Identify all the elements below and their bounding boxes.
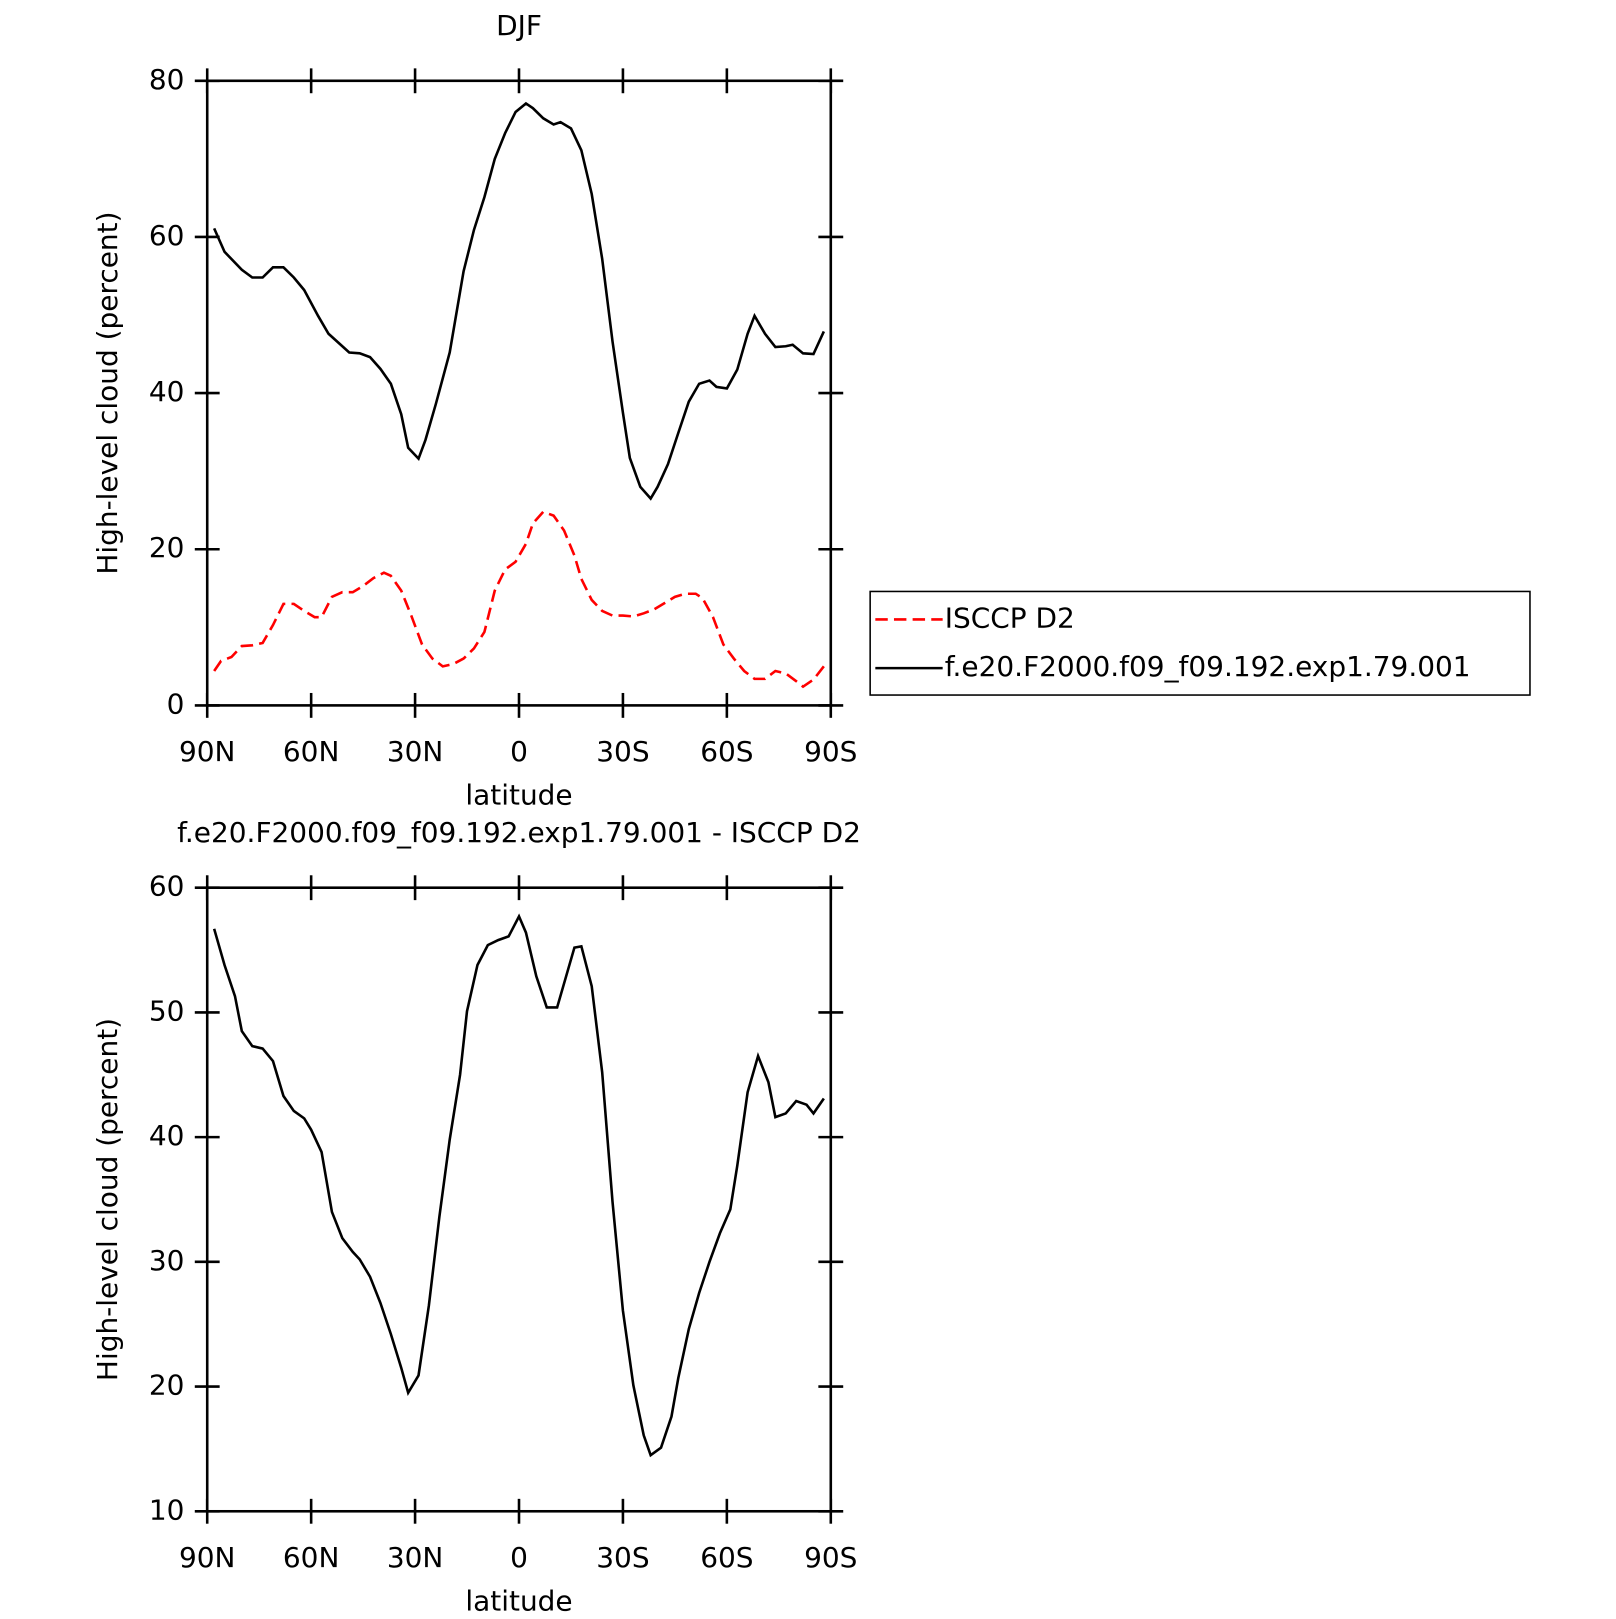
chart-title: f.e20.F2000.f09_f09.192.exp1.79.001 - IS… bbox=[177, 816, 861, 849]
data-line bbox=[212, 101, 826, 501]
legend-label: ISCCP D2 bbox=[945, 601, 1075, 634]
legend-label: f.e20.F2000.f09_f09.192.exp1.79.001 bbox=[945, 650, 1471, 683]
x-tick-label: 60S bbox=[700, 735, 753, 768]
x-tick-label: 60N bbox=[283, 1541, 339, 1574]
x-tick-label: 0 bbox=[510, 1541, 528, 1574]
plot-frame bbox=[205, 886, 833, 1513]
x-tick-label: 30N bbox=[387, 735, 443, 768]
x-tick-label: 0 bbox=[510, 735, 528, 768]
y-tick-label: 80 bbox=[149, 63, 185, 96]
y-tick-label: 50 bbox=[149, 994, 185, 1027]
legend-box bbox=[869, 590, 1531, 696]
x-tick-label: 90S bbox=[804, 1541, 857, 1574]
plot-frame bbox=[205, 79, 833, 707]
y-axis-label: High-level cloud (percent) bbox=[91, 212, 124, 575]
x-tick-label: 60S bbox=[700, 1541, 753, 1574]
y-axis-label: High-level cloud (percent) bbox=[91, 1018, 124, 1381]
y-tick-label: 0 bbox=[167, 687, 185, 720]
x-tick-label: 90S bbox=[804, 735, 857, 768]
y-tick-label: 30 bbox=[149, 1244, 185, 1277]
x-tick-label: 90N bbox=[179, 1541, 235, 1574]
x-axis-label: latitude bbox=[465, 779, 572, 812]
y-tick-label: 40 bbox=[149, 1119, 185, 1152]
y-tick-label: 60 bbox=[149, 219, 185, 252]
x-tick-label: 30S bbox=[596, 735, 649, 768]
y-tick-label: 10 bbox=[149, 1493, 185, 1526]
x-tick-label: 30S bbox=[596, 1541, 649, 1574]
y-tick-label: 20 bbox=[149, 1369, 185, 1402]
x-axis-label: latitude bbox=[465, 1584, 572, 1617]
y-tick-label: 40 bbox=[149, 375, 185, 408]
data-line bbox=[212, 913, 825, 1458]
chart-title: DJF bbox=[496, 9, 542, 42]
y-tick-label: 60 bbox=[149, 870, 185, 903]
x-tick-label: 90N bbox=[179, 735, 235, 768]
y-tick-label: 20 bbox=[149, 531, 185, 564]
x-tick-label: 30N bbox=[387, 1541, 443, 1574]
data-line bbox=[213, 510, 825, 689]
x-tick-label: 60N bbox=[283, 735, 339, 768]
